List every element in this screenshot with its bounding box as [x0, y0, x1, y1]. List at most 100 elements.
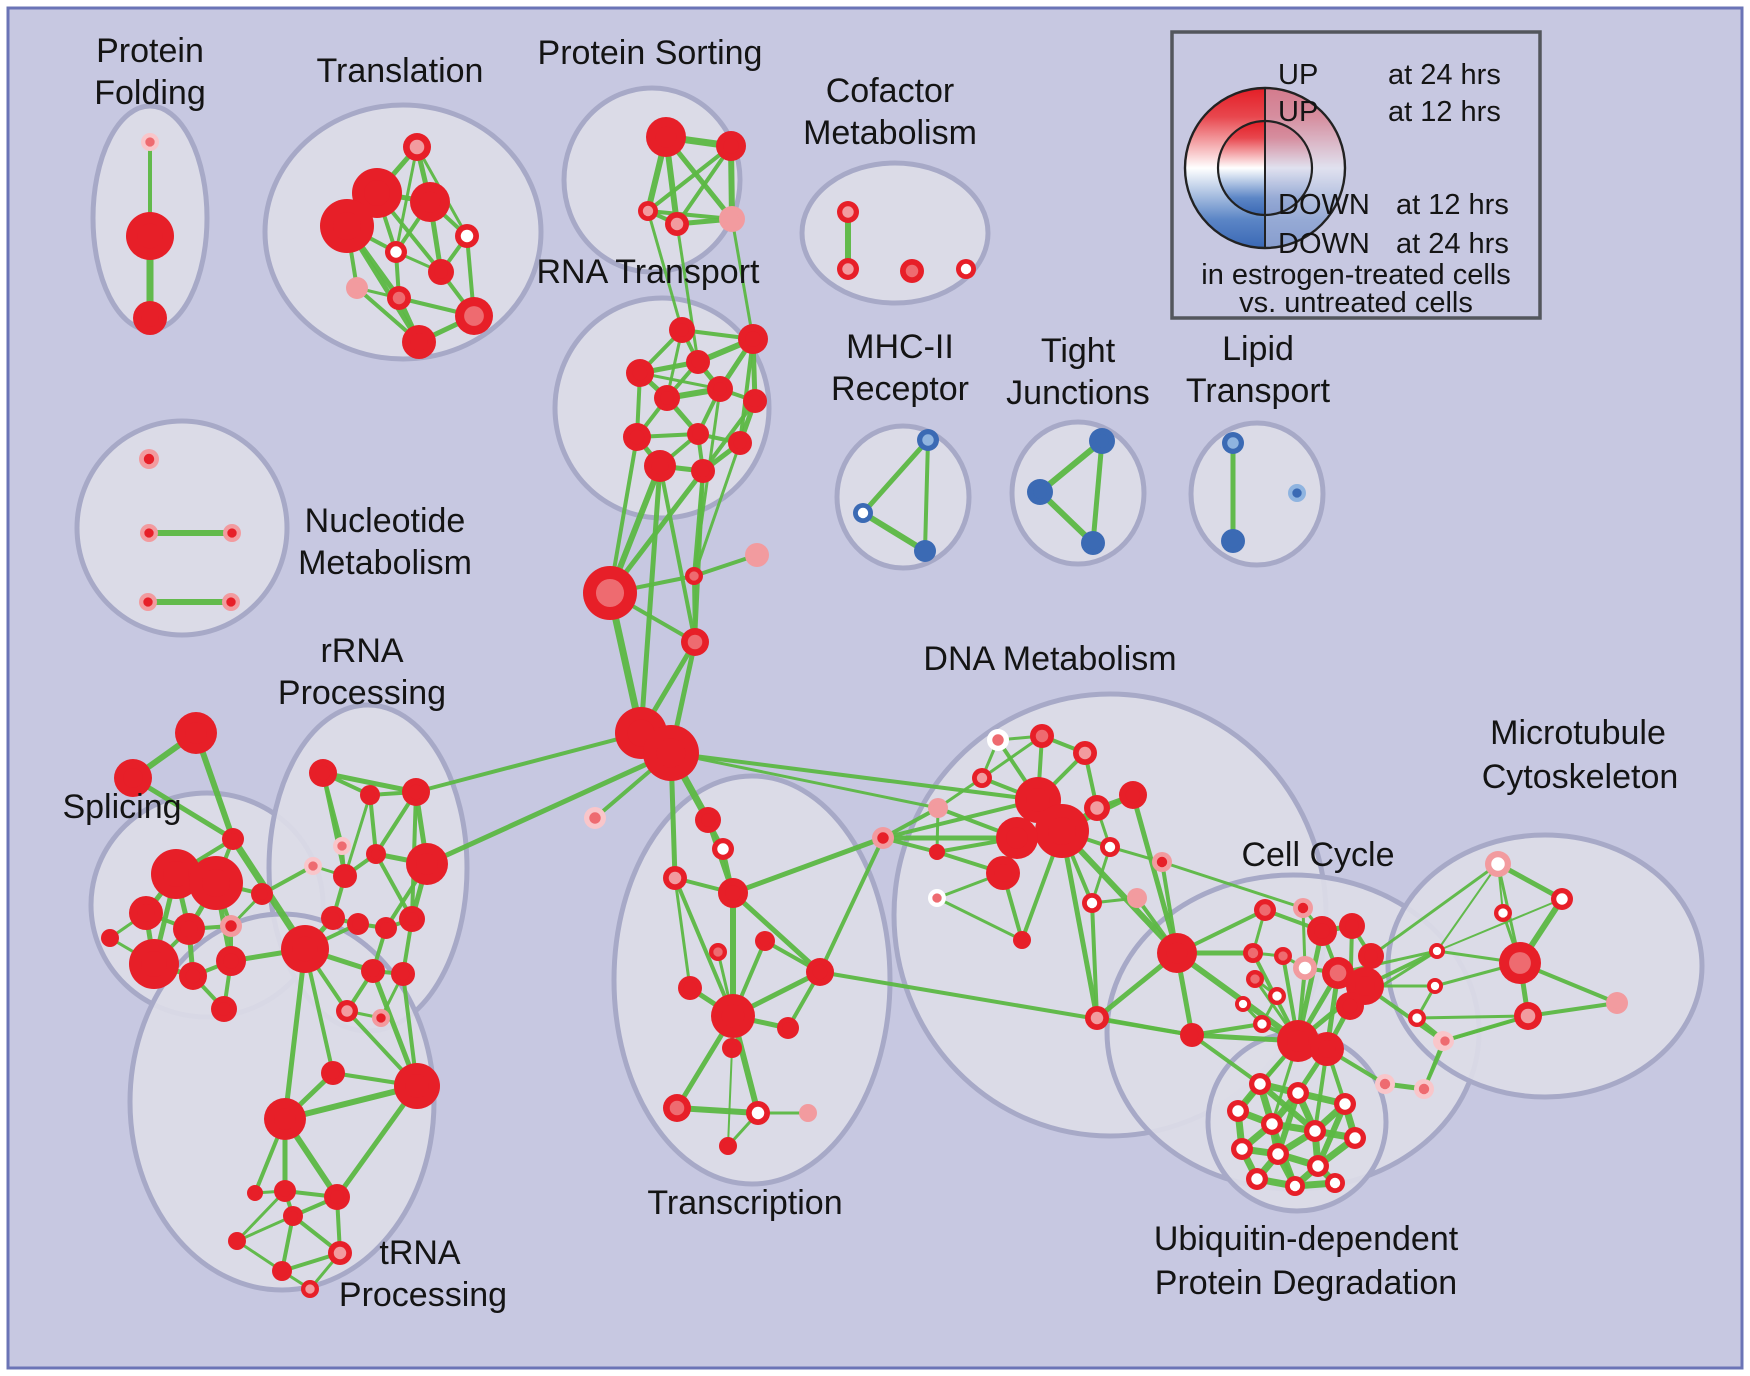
- node-sp10[interactable]: [211, 996, 237, 1022]
- node-cc4[interactable]: [1339, 913, 1365, 939]
- node-cc22[interactable]: [1375, 1074, 1395, 1094]
- node-tx10[interactable]: [777, 1017, 799, 1039]
- node-tr4[interactable]: [274, 1180, 296, 1202]
- node-tx14[interactable]: [799, 1104, 817, 1122]
- node-mt4[interactable]: [1499, 942, 1541, 984]
- node-mt2[interactable]: [1551, 888, 1573, 910]
- node-dm20[interactable]: [1085, 1006, 1109, 1030]
- node-nm2[interactable]: [140, 524, 158, 542]
- node-mt8[interactable]: [1427, 978, 1443, 994]
- node-tl10[interactable]: [455, 297, 493, 335]
- node-ub11[interactable]: [1246, 1168, 1268, 1190]
- node-cm3[interactable]: [900, 259, 924, 283]
- node-o2[interactable]: [114, 759, 152, 797]
- node-rt5[interactable]: [707, 376, 733, 402]
- node-tl8[interactable]: [346, 277, 368, 299]
- node-tx6[interactable]: [709, 943, 727, 961]
- node-rt12[interactable]: [691, 459, 715, 483]
- node-tl4[interactable]: [410, 182, 450, 222]
- node-tx8[interactable]: [806, 958, 834, 986]
- node-rt9[interactable]: [687, 423, 709, 445]
- node-tl1[interactable]: [403, 133, 431, 161]
- node-dm16[interactable]: [1082, 893, 1102, 913]
- node-mt5[interactable]: [1514, 1002, 1542, 1030]
- node-tl5[interactable]: [455, 224, 479, 248]
- node-cc2[interactable]: [1293, 898, 1313, 918]
- node-tx11[interactable]: [722, 1038, 742, 1058]
- node-sp7[interactable]: [179, 962, 207, 990]
- node-ub7[interactable]: [1344, 1127, 1366, 1149]
- node-tr2[interactable]: [321, 1061, 345, 1085]
- node-ps1[interactable]: [646, 117, 686, 157]
- node-tj2[interactable]: [1027, 479, 1053, 505]
- node-tx0[interactable]: [584, 807, 606, 829]
- node-dm17[interactable]: [1127, 888, 1147, 908]
- node-tx9[interactable]: [711, 994, 755, 1038]
- node-cm2[interactable]: [837, 258, 859, 280]
- node-dm7[interactable]: [1119, 781, 1147, 809]
- node-tr8[interactable]: [272, 1261, 292, 1281]
- node-h4[interactable]: [681, 628, 709, 656]
- node-nm1[interactable]: [139, 449, 159, 469]
- node-mt3[interactable]: [1494, 904, 1512, 922]
- node-o3[interactable]: [222, 828, 244, 850]
- node-cc8[interactable]: [1293, 956, 1317, 980]
- node-mh3[interactable]: [914, 540, 936, 562]
- node-ub1[interactable]: [1249, 1073, 1271, 1095]
- node-ps2[interactable]: [716, 131, 746, 161]
- node-tr7[interactable]: [328, 1241, 352, 1265]
- node-tr3[interactable]: [264, 1098, 306, 1140]
- node-tl11[interactable]: [402, 325, 436, 359]
- node-tx5[interactable]: [755, 931, 775, 951]
- node-tl3[interactable]: [320, 199, 374, 253]
- node-rt6[interactable]: [654, 385, 680, 411]
- node-tr9[interactable]: [228, 1232, 246, 1250]
- node-rr10[interactable]: [347, 913, 369, 935]
- node-cm4[interactable]: [956, 259, 976, 279]
- node-h6[interactable]: [643, 725, 699, 781]
- node-tr6[interactable]: [283, 1206, 303, 1226]
- node-tr11[interactable]: [247, 1185, 263, 1201]
- node-dm2[interactable]: [1030, 724, 1054, 748]
- node-tx15[interactable]: [719, 1137, 737, 1155]
- node-ps5[interactable]: [719, 206, 745, 232]
- node-mh1[interactable]: [917, 429, 939, 451]
- node-tr1[interactable]: [394, 1063, 440, 1109]
- node-pf1[interactable]: [141, 133, 159, 151]
- node-ub8[interactable]: [1231, 1138, 1253, 1160]
- node-rr16[interactable]: [336, 1000, 358, 1022]
- node-dm5[interactable]: [928, 798, 948, 818]
- node-rt2[interactable]: [738, 324, 768, 354]
- node-tj3[interactable]: [1081, 531, 1105, 555]
- node-rr12[interactable]: [399, 906, 425, 932]
- node-tx4[interactable]: [718, 878, 748, 908]
- node-cc13[interactable]: [1235, 996, 1251, 1012]
- node-ub6[interactable]: [1304, 1120, 1326, 1142]
- node-cc1[interactable]: [1254, 899, 1276, 921]
- node-tx2[interactable]: [712, 838, 734, 860]
- node-rr6[interactable]: [333, 864, 357, 888]
- node-tx12[interactable]: [663, 1094, 691, 1122]
- node-cc9[interactable]: [1322, 957, 1354, 989]
- node-cc7[interactable]: [1274, 947, 1292, 965]
- node-rr5[interactable]: [304, 857, 322, 875]
- node-cc5[interactable]: [1358, 943, 1384, 969]
- node-dm1[interactable]: [987, 729, 1009, 751]
- node-dm13[interactable]: [1100, 837, 1120, 857]
- node-cc14[interactable]: [1253, 1015, 1271, 1033]
- node-cc3[interactable]: [1307, 916, 1337, 946]
- node-dm4[interactable]: [972, 768, 992, 788]
- node-cc11[interactable]: [1246, 970, 1264, 988]
- node-mh2[interactable]: [853, 503, 873, 523]
- node-mt7[interactable]: [1429, 943, 1445, 959]
- node-pf3[interactable]: [133, 301, 167, 335]
- node-sp8[interactable]: [216, 946, 246, 976]
- node-ps3[interactable]: [638, 201, 658, 221]
- node-nm4[interactable]: [139, 593, 157, 611]
- node-mt6[interactable]: [1606, 992, 1628, 1014]
- node-ub2[interactable]: [1287, 1082, 1309, 1104]
- node-ub5[interactable]: [1261, 1113, 1283, 1135]
- node-tl9[interactable]: [387, 286, 411, 310]
- node-ub12[interactable]: [1285, 1176, 1305, 1196]
- node-rr1[interactable]: [309, 759, 337, 787]
